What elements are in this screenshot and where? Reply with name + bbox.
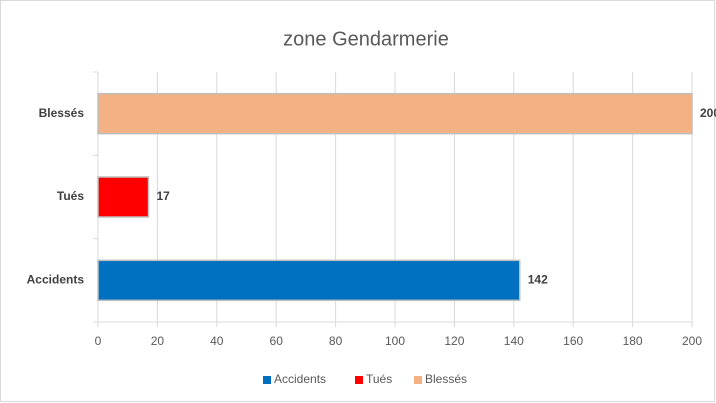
x-tick-label: 100	[385, 334, 405, 348]
bar	[97, 92, 693, 135]
x-tick-label: 160	[563, 334, 583, 348]
legend-label: Blessés	[425, 372, 467, 386]
x-tick-label: 60	[270, 334, 284, 348]
bar	[97, 176, 150, 218]
x-tick-label: 0	[95, 334, 102, 348]
legend-swatch	[414, 376, 422, 384]
legend-label: Tués	[366, 372, 392, 386]
y-tick-label: Tués	[57, 189, 84, 203]
bar	[97, 259, 521, 302]
x-tick-label: 180	[623, 334, 643, 348]
x-tick-label: 200	[682, 334, 702, 348]
y-tick-label: Blessés	[39, 106, 85, 120]
legend-label: Accidents	[274, 372, 326, 386]
x-tick-label: 80	[329, 334, 343, 348]
y-tick-label: Accidents	[27, 273, 85, 287]
data-label: 17	[156, 189, 170, 203]
x-tick-label: 40	[210, 334, 224, 348]
data-label: 200	[700, 106, 716, 120]
x-tick-label: 20	[151, 334, 165, 348]
x-tick-label: 120	[444, 334, 464, 348]
legend-swatch	[355, 376, 363, 384]
chart-title: zone Gendarmerie	[283, 28, 449, 50]
data-label: 142	[528, 273, 548, 287]
legend-swatch	[263, 376, 271, 384]
x-tick-label: 140	[504, 334, 524, 348]
